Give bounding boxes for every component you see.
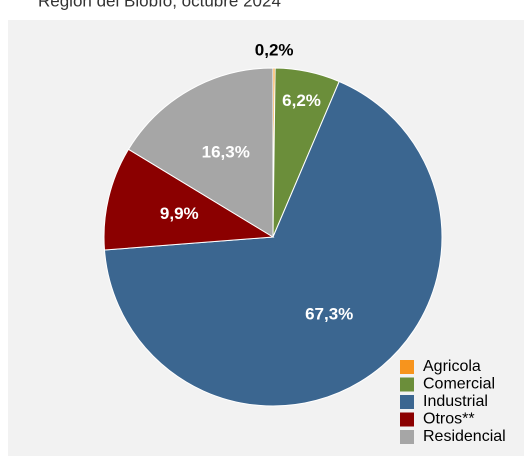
data-label: 16,3% — [202, 143, 250, 162]
legend-swatch — [400, 430, 414, 444]
pie-slice — [103, 80, 443, 407]
legend-swatch — [400, 395, 414, 409]
legend-label: Residencial — [423, 428, 506, 445]
legend-label: Otros** — [423, 411, 475, 428]
legend-swatch — [400, 412, 414, 427]
legend-label: Industrial — [423, 393, 488, 410]
data-label: 67,3% — [305, 305, 353, 324]
legend-swatch — [400, 377, 414, 392]
legend-swatch — [400, 360, 414, 374]
data-label: 6,2% — [282, 91, 321, 110]
pie-slice — [103, 148, 275, 251]
legend-label: Agricola — [423, 358, 481, 375]
legend-label: Comercial — [423, 376, 495, 393]
data-label: 0,2% — [255, 41, 294, 60]
chart-subtitle: Región del Biobío, octubre 2024 — [38, 0, 281, 10]
data-label: 9,9% — [160, 204, 199, 223]
pie-slice — [127, 67, 274, 238]
